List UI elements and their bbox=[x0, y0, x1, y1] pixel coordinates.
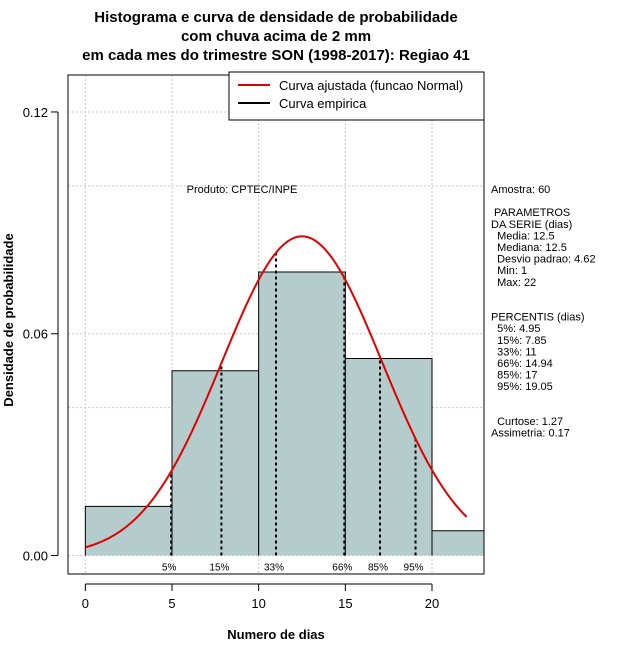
stats-line: PERCENTIS (dias) bbox=[491, 312, 585, 324]
title-line-3: em cada mes do trimestre SON (1998-2017)… bbox=[82, 47, 470, 64]
legend-label-normal: Curva ajustada (funcao Normal) bbox=[279, 78, 463, 93]
x-tick-label: 0 bbox=[82, 596, 89, 611]
stats-line: 95%: 19.05 bbox=[491, 381, 553, 393]
histogram-bar-outline bbox=[431, 530, 484, 556]
histogram-bars bbox=[84, 271, 484, 556]
x-axis: 0 5 10 15 20 bbox=[82, 583, 439, 611]
legend-label-empirical: Curva empirica bbox=[279, 96, 367, 111]
stats-line: Desvio padrao: 4.62 bbox=[491, 254, 596, 266]
stats-line: 15%: 7.85 bbox=[491, 335, 547, 347]
chart-title: Histograma e curva de densidade de proba… bbox=[82, 9, 470, 64]
x-tick-label: 15 bbox=[338, 596, 352, 611]
histogram-bar bbox=[432, 530, 484, 556]
legend-box bbox=[228, 71, 485, 121]
normal-fit-curve bbox=[85, 235, 468, 549]
histogram-bar bbox=[85, 506, 172, 556]
stats-line: Max: 22 bbox=[491, 277, 536, 289]
stats-line: Min: 1 bbox=[491, 265, 527, 277]
product-annotation: Produto: CPTEC/INPE bbox=[187, 184, 298, 196]
stats-line: 66%: 14.94 bbox=[491, 358, 553, 370]
stats-line: Media: 12.5 bbox=[491, 230, 555, 242]
title-line-2: com chuva acima de 2 mm bbox=[181, 28, 371, 45]
stats-line: Amostra: 60 bbox=[491, 184, 550, 196]
stats-line: Curtose: 1.27 bbox=[491, 416, 563, 428]
percentile-lines: 5% 15% 33% 66% 85% 95% bbox=[162, 252, 424, 574]
stats-line: 33%: 11 bbox=[491, 346, 537, 358]
histogram-bar bbox=[258, 272, 346, 556]
histogram-bar bbox=[172, 370, 259, 556]
percentile-label: 5% bbox=[162, 563, 177, 574]
percentile-label: 15% bbox=[209, 563, 229, 574]
percentile-label: 33% bbox=[264, 563, 284, 574]
x-tick-label: 10 bbox=[251, 596, 265, 611]
x-tick-label: 20 bbox=[425, 596, 439, 611]
percentile-label: 95% bbox=[404, 563, 424, 574]
legend: Curva ajustada (funcao Normal) Curva emp… bbox=[228, 71, 485, 121]
y-tick-label: 0.12 bbox=[23, 105, 48, 120]
x-tick-label: 5 bbox=[168, 596, 175, 611]
stats-line: Mediana: 12.5 bbox=[491, 242, 567, 254]
stats-line: DA SERIE (dias) bbox=[491, 219, 572, 231]
stats-line: 5%: 4.95 bbox=[491, 323, 541, 335]
percentile-label: 85% bbox=[368, 563, 388, 574]
x-axis-title: Numero de dias bbox=[227, 627, 325, 642]
histogram-bar-outline bbox=[344, 358, 433, 556]
title-line-1: Histograma e curva de densidade de proba… bbox=[94, 9, 457, 26]
stats-line: Assimetria: 0.17 bbox=[491, 428, 570, 440]
y-axis-title: Densidade de probabilidade bbox=[1, 233, 16, 406]
percentile-label: 66% bbox=[332, 563, 352, 574]
y-axis: 0.00 0.06 0.12 bbox=[23, 105, 59, 564]
y-tick-label: 0.06 bbox=[23, 327, 48, 342]
y-tick-label: 0.00 bbox=[23, 549, 48, 564]
stats-line: PARAMETROS bbox=[491, 207, 570, 219]
histogram-bar bbox=[345, 358, 432, 556]
stats-line: 85%: 17 bbox=[491, 370, 537, 382]
